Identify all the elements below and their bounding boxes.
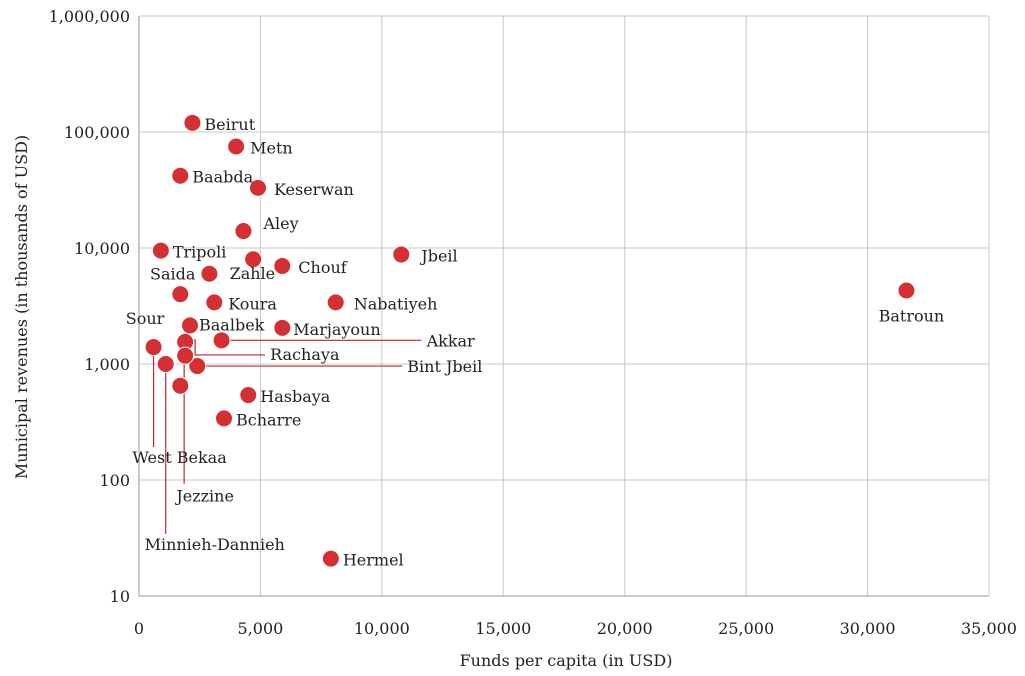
x-tick-label: 5,000	[238, 619, 284, 638]
y-axis-title: Municipal revenues (in thousands of USD)	[12, 135, 31, 479]
point-west-bekaa	[144, 338, 163, 357]
point-nabatiyeh	[326, 293, 345, 312]
x-tick-label: 25,000	[718, 619, 774, 638]
x-axis-title: Funds per capita (in USD)	[460, 651, 673, 670]
point-hermel	[321, 549, 340, 568]
label-rachaya: Rachaya	[270, 345, 340, 364]
y-tick-label: 100,000	[64, 123, 130, 142]
label-koura: Koura	[228, 294, 277, 313]
label-marjayoun: Marjayoun	[293, 320, 380, 339]
point-minnieh-dannieh	[156, 355, 175, 373]
grid-lines	[138, 15, 990, 597]
label-beirut: Beirut	[204, 115, 255, 134]
label-hermel: Hermel	[343, 551, 404, 570]
label-akkar: Akkar	[426, 331, 475, 350]
point-koura	[205, 293, 224, 312]
y-tick-label: 1,000	[84, 355, 130, 374]
label-baalbek: Baalbek	[199, 315, 265, 334]
label-west-bekaa: West Bekaa	[132, 448, 227, 467]
x-tick-label: 35,000	[961, 619, 1017, 638]
label-bint-jbeil: Bint Jbeil	[407, 357, 482, 376]
label-minnieh-dannieh: Minnieh-Dannieh	[145, 535, 285, 554]
point-unlabeled-25	[171, 376, 190, 395]
label-tripoli: Tripoli	[173, 243, 227, 262]
x-tick-label: 0	[134, 619, 144, 638]
label-saida: Saida	[150, 265, 196, 284]
point-saida	[200, 264, 219, 283]
data-points	[144, 113, 916, 568]
point-baabda	[171, 166, 190, 185]
y-tick-label: 10,000	[74, 239, 130, 258]
point-beirut	[183, 113, 202, 132]
y-tick-label: 100	[99, 471, 130, 490]
label-hasbaya: Hasbaya	[260, 387, 331, 406]
y-tick-label: 10	[110, 587, 130, 606]
point-zahle	[244, 250, 263, 269]
point-hasbaya	[239, 386, 258, 405]
label-nabatiyeh: Nabatiyeh	[354, 294, 438, 313]
point-chouf	[273, 256, 292, 275]
point-tripoli	[151, 241, 170, 260]
x-tick-label: 30,000	[840, 619, 896, 638]
label-metn: Metn	[250, 138, 293, 157]
label-keserwan: Keserwan	[274, 180, 354, 199]
label-bcharre: Bcharre	[236, 410, 301, 429]
point-keserwan	[249, 178, 267, 197]
tick-labels: 0 5,000 10,000 15,000 20,000 25,000 30,000 35,0…	[49, 7, 1017, 638]
label-aley: Aley	[262, 214, 298, 233]
x-tick-label: 15,000	[475, 619, 531, 638]
point-bint-jbeil	[188, 357, 207, 376]
label-sour: Sour	[126, 309, 165, 328]
y-tick-label: 1,000,000	[49, 7, 130, 26]
label-batroun: Batroun	[879, 307, 945, 326]
point-bcharre	[215, 409, 233, 428]
point-batroun	[897, 281, 916, 300]
point-labels: Beirut Metn Baabda Keserwan Aley Jbeil Tripoli…	[126, 115, 945, 570]
label-chouf: Chouf	[298, 258, 347, 277]
point-jbeil	[392, 245, 411, 264]
x-tick-label: 10,000	[354, 619, 410, 638]
point-baalbek	[181, 316, 199, 335]
label-jbeil: Jbeil	[419, 246, 457, 265]
point-aley	[234, 222, 253, 241]
label-baabda: Baabda	[192, 168, 253, 187]
point-akkar	[212, 331, 231, 350]
point-sour	[171, 285, 190, 304]
label-zahle: Zahle	[230, 264, 276, 283]
label-jezzine: Jezzine	[174, 487, 234, 506]
point-metn	[227, 137, 246, 156]
point-marjayoun	[273, 318, 292, 337]
x-tick-label: 20,000	[597, 619, 653, 638]
point-jezzine	[176, 346, 195, 365]
